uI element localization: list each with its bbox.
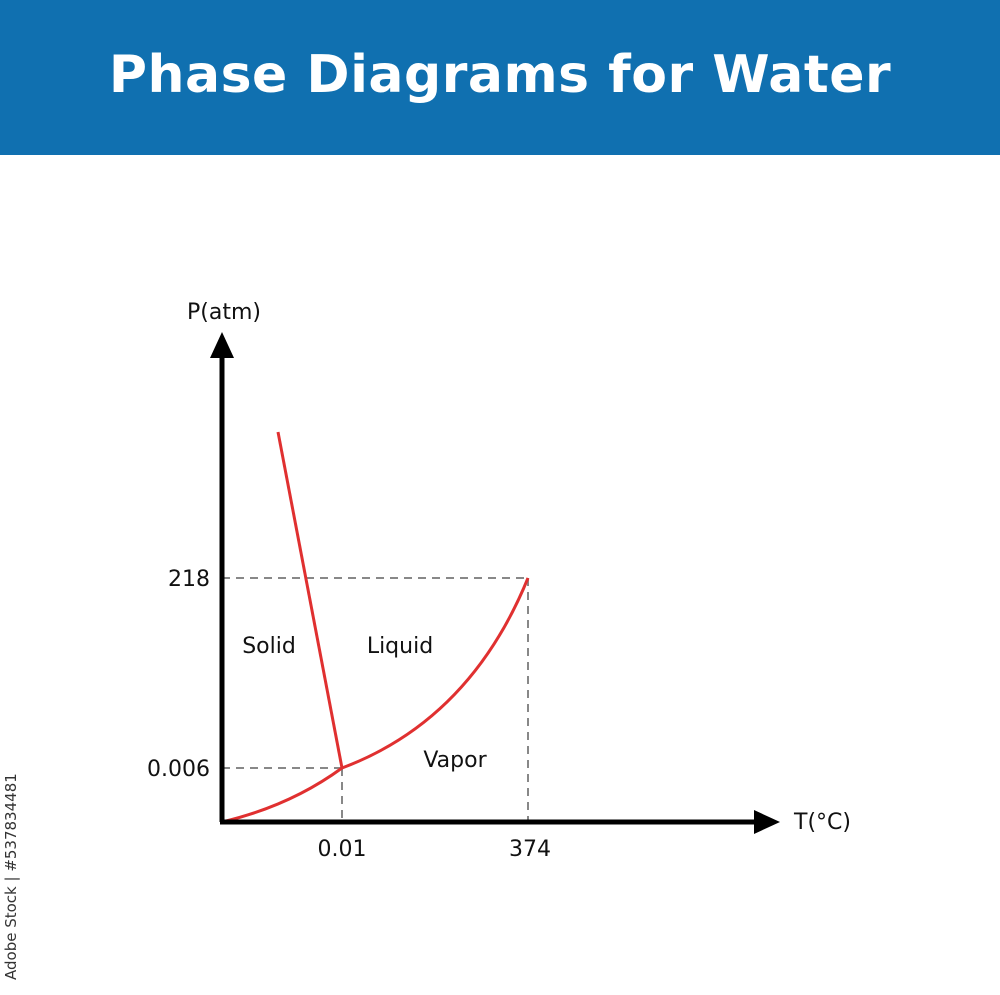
- y-axis-label: P(atm): [187, 300, 261, 325]
- y-tick-label-0006: 0.006: [147, 757, 210, 782]
- y-axis-arrow-icon: [210, 332, 234, 358]
- x-axis-label: T(°C): [793, 810, 851, 835]
- stock-watermark: Adobe Stock | #537834481: [2, 773, 20, 980]
- region-label-liquid: Liquid: [367, 634, 433, 659]
- sublimation-curve: [221, 766, 343, 824]
- region-label-vapor: Vapor: [423, 748, 487, 773]
- y-tick-label-218: 218: [168, 567, 210, 592]
- solid-liquid-boundary: [276, 431, 344, 769]
- title-banner: Phase Diagrams for Water: [0, 0, 1000, 155]
- x-tick-label-001: 0.01: [318, 837, 367, 862]
- page-title: Phase Diagrams for Water: [108, 44, 892, 105]
- x-axis-arrow-icon: [754, 810, 780, 834]
- region-label-solid: Solid: [242, 634, 296, 659]
- vaporization-curve: [341, 577, 530, 770]
- x-tick-label-374: 374: [509, 837, 551, 862]
